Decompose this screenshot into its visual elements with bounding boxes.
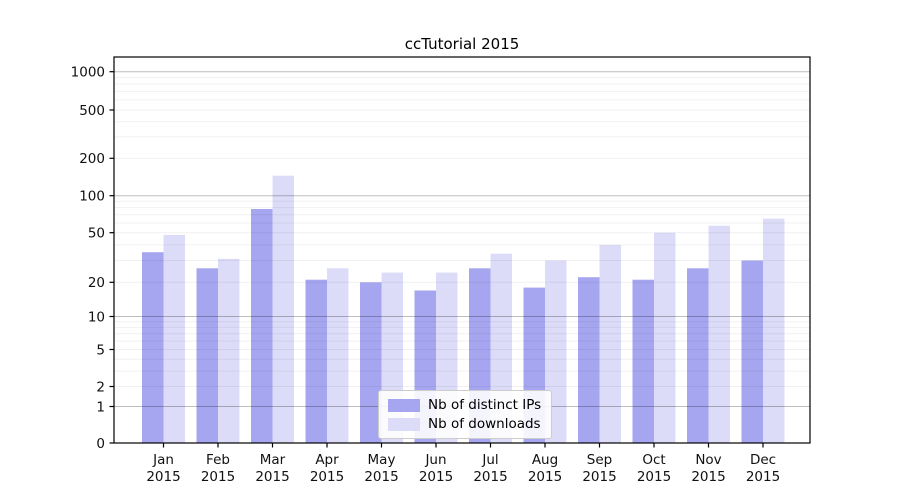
y-tick-label-200: 200 <box>79 151 105 167</box>
bar-mar-downloads <box>272 175 294 443</box>
bar-sep-distinct-ips <box>578 277 600 443</box>
bar-oct-downloads <box>654 232 676 443</box>
bar-may-distinct-ips <box>360 282 382 443</box>
x-tick-label-aug: Aug <box>532 452 558 468</box>
bar-feb-downloads <box>218 258 240 443</box>
y-tick-label-20: 20 <box>88 275 105 291</box>
x-tick-label-jan: Jan <box>152 452 174 468</box>
legend-item-distinct-ips: Nb of distinct IPs <box>388 397 541 413</box>
bar-dec-distinct-ips <box>741 260 763 443</box>
bar-mar-distinct-ips <box>251 209 273 443</box>
legend-item-downloads: Nb of downloads <box>388 416 541 432</box>
x-tick-label-nov: Nov <box>695 452 721 468</box>
legend-label-downloads: Nb of downloads <box>428 416 541 432</box>
bar-nov-downloads <box>708 225 730 443</box>
bar-apr-downloads <box>327 268 349 443</box>
bar-oct-distinct-ips <box>632 279 654 443</box>
legend-swatch-downloads-icon <box>388 417 420 431</box>
x-tick-year-jul: 2015 <box>473 469 507 485</box>
bar-jan-distinct-ips <box>142 252 164 443</box>
x-tick-year-mar: 2015 <box>255 469 289 485</box>
y-tick-label-0: 0 <box>96 436 105 452</box>
x-tick-label-jul: Jul <box>481 452 498 468</box>
legend-label-distinct-ips: Nb of distinct IPs <box>428 397 542 413</box>
chart-title: ccTutorial 2015 <box>404 35 520 53</box>
y-tick-label-100: 100 <box>79 189 105 205</box>
y-tick-label-1000: 1000 <box>71 65 105 81</box>
x-tick-label-jun: Jun <box>424 452 446 468</box>
bar-jan-downloads <box>163 234 185 443</box>
bar-apr-distinct-ips <box>305 279 327 443</box>
legend-swatch-distinct-ips-icon <box>388 398 420 412</box>
bar-nov-distinct-ips <box>687 268 709 443</box>
x-tick-year-oct: 2015 <box>637 469 671 485</box>
x-tick-label-apr: Apr <box>315 452 339 468</box>
x-tick-year-apr: 2015 <box>310 469 344 485</box>
x-tick-year-sep: 2015 <box>582 469 616 485</box>
bar-dec-downloads <box>763 218 785 443</box>
x-tick-label-may: May <box>368 452 396 468</box>
y-tick-label-50: 50 <box>88 226 105 242</box>
x-tick-year-dec: 2015 <box>746 469 780 485</box>
x-tick-year-may: 2015 <box>364 469 398 485</box>
x-tick-year-feb: 2015 <box>201 469 235 485</box>
y-tick-label-500: 500 <box>79 103 105 119</box>
y-tick-label-5: 5 <box>96 342 105 358</box>
x-tick-year-jun: 2015 <box>419 469 453 485</box>
chart-legend: Nb of distinct IPs Nb of downloads <box>378 390 553 439</box>
bar-feb-distinct-ips <box>196 268 218 443</box>
bar-sep-downloads <box>599 244 621 443</box>
x-tick-label-dec: Dec <box>750 452 776 468</box>
x-tick-label-feb: Feb <box>206 452 230 468</box>
y-tick-label-10: 10 <box>88 309 105 325</box>
x-tick-label-mar: Mar <box>260 452 286 468</box>
y-tick-label-1: 1 <box>96 399 105 415</box>
x-tick-year-aug: 2015 <box>528 469 562 485</box>
x-tick-label-oct: Oct <box>642 452 665 468</box>
x-tick-year-nov: 2015 <box>691 469 725 485</box>
axes-frame <box>113 56 811 444</box>
y-tick-label-2: 2 <box>96 379 105 395</box>
x-tick-year-jan: 2015 <box>146 469 180 485</box>
x-tick-label-sep: Sep <box>587 452 612 468</box>
